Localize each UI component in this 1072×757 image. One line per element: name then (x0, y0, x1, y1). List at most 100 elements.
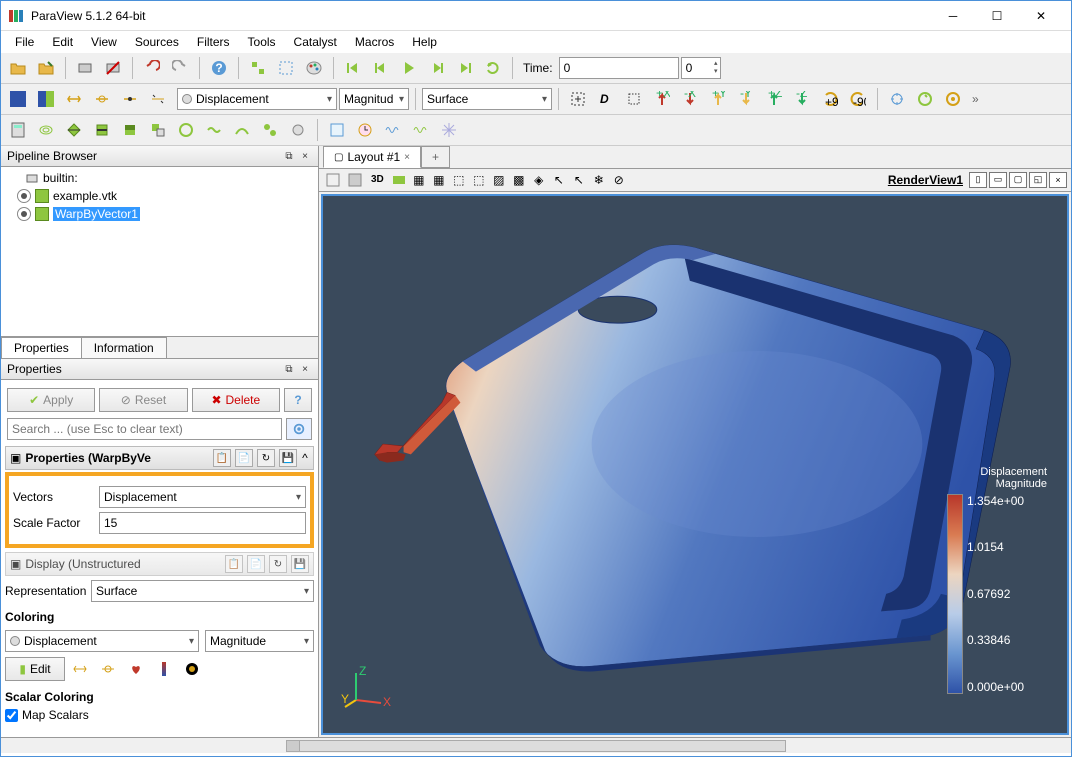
sel5-icon[interactable]: ▨ (490, 171, 508, 189)
menu-filters[interactable]: Filters (189, 33, 238, 51)
section-display[interactable]: ▣Display (Unstructured 📋📄↻💾 (5, 552, 314, 576)
section-properties[interactable]: ▣Properties (WarpByVe 📋 📄 ↻ 💾 ^ (5, 446, 314, 470)
zoom-data-icon[interactable]: D (593, 86, 619, 112)
split-h-icon[interactable]: ▯ (969, 172, 987, 188)
plus-z-icon[interactable]: +Z (761, 86, 787, 112)
glyph-icon[interactable] (173, 117, 199, 143)
advanced-gear-icon[interactable] (286, 418, 312, 440)
repr-combo[interactable]: Surface (91, 580, 314, 602)
play-icon[interactable] (396, 55, 422, 81)
plus-y-icon[interactable]: +Y (705, 86, 731, 112)
tree-item-example[interactable]: example.vtk (3, 187, 316, 205)
map-scalars-checkbox[interactable]: Map Scalars (5, 708, 314, 722)
show-center-icon[interactable] (940, 86, 966, 112)
delete-button[interactable]: ✖Delete (192, 388, 280, 412)
rescale-custom-icon[interactable] (89, 86, 115, 112)
dock-icon[interactable]: ⧉ (282, 149, 296, 163)
representation-combo[interactable]: Surface (422, 88, 552, 110)
menu-help[interactable]: Help (404, 33, 445, 51)
color-field-combo[interactable]: Displacement (5, 630, 199, 652)
sel11-icon[interactable]: ⊘ (610, 171, 628, 189)
reload-icon[interactable]: ↻ (257, 449, 275, 467)
color-by-icon[interactable] (33, 86, 59, 112)
menu-sources[interactable]: Sources (127, 33, 187, 51)
prev-frame-icon[interactable] (368, 55, 394, 81)
reset-center-icon[interactable] (912, 86, 938, 112)
maximize-view-icon[interactable]: ▢ (1009, 172, 1027, 188)
sel6-icon[interactable]: ▩ (510, 171, 528, 189)
copy-icon[interactable]: 📋 (213, 449, 231, 467)
help-button[interactable]: ? (284, 388, 312, 412)
tree-item-warp[interactable]: WarpByVector1 (3, 205, 316, 223)
sel4-icon[interactable]: ⬚ (470, 171, 488, 189)
minimize-button[interactable]: ─ (931, 2, 975, 30)
restore-view-icon[interactable]: ◱ (1029, 172, 1047, 188)
layout-tab[interactable]: ▢ Layout #1 × (323, 146, 421, 168)
calculator-icon[interactable] (5, 117, 31, 143)
view-time-icon[interactable] (352, 117, 378, 143)
rotate-m90-icon[interactable]: -90 (845, 86, 871, 112)
view-btn-1[interactable] (323, 171, 343, 189)
save-icon[interactable] (33, 55, 59, 81)
zoom-box-icon[interactable] (621, 86, 647, 112)
link-camera-icon[interactable] (245, 55, 271, 81)
close-panel-icon[interactable]: × (298, 362, 312, 376)
sel2-icon[interactable]: ▦ (430, 171, 448, 189)
reset-camera-icon[interactable] (565, 86, 591, 112)
close-tab-icon[interactable]: × (404, 152, 410, 163)
time-index-spinner[interactable]: 0 (681, 57, 721, 79)
connect-icon[interactable] (72, 55, 98, 81)
sel9-icon[interactable]: ↖ (570, 171, 588, 189)
warp-icon[interactable] (229, 117, 255, 143)
visibility-icon[interactable] (17, 207, 31, 221)
add-tab-button[interactable]: + (421, 146, 450, 168)
pipeline-tree[interactable]: builtin: example.vtk WarpByVector1 (1, 167, 318, 337)
view-color-icon[interactable] (324, 117, 350, 143)
separate-colormap-icon[interactable] (179, 656, 205, 682)
redo-icon[interactable] (167, 55, 193, 81)
snowflake-icon[interactable] (436, 117, 462, 143)
select-icon[interactable] (273, 55, 299, 81)
colormap-heart-icon[interactable] (123, 656, 149, 682)
scale-input[interactable] (99, 512, 306, 534)
open-icon[interactable] (5, 55, 31, 81)
save-icon[interactable]: 💾 (279, 449, 297, 467)
close-view-icon[interactable]: × (1049, 172, 1067, 188)
slice-icon[interactable] (89, 117, 115, 143)
menu-edit[interactable]: Edit (44, 33, 81, 51)
menu-catalyst[interactable]: Catalyst (286, 33, 345, 51)
sel8-icon[interactable]: ↖ (550, 171, 568, 189)
clip-icon[interactable] (61, 117, 87, 143)
close-button[interactable]: ✕ (1019, 2, 1063, 30)
stream-icon[interactable] (201, 117, 227, 143)
rotate-p90-icon[interactable]: +90 (817, 86, 843, 112)
paste-icon[interactable]: 📄 (235, 449, 253, 467)
apply-button[interactable]: ✔Apply (7, 388, 95, 412)
maximize-button[interactable]: ☐ (975, 2, 1019, 30)
loop-icon[interactable] (480, 55, 506, 81)
rescale-custom2-icon[interactable] (95, 656, 121, 682)
render-view[interactable]: X Y Z Displacement Magnitude 1.354e+00 1… (321, 194, 1069, 735)
last-frame-icon[interactable] (452, 55, 478, 81)
menu-view[interactable]: View (83, 33, 125, 51)
sel1-icon[interactable]: ▦ (410, 171, 428, 189)
rescale-icon[interactable] (67, 656, 93, 682)
menu-file[interactable]: File (7, 33, 42, 51)
reset-button[interactable]: ⊘Reset (99, 388, 187, 412)
close-panel-icon[interactable]: × (298, 149, 312, 163)
menu-tools[interactable]: Tools (240, 33, 284, 51)
view-btn-2[interactable] (345, 171, 365, 189)
first-frame-icon[interactable] (340, 55, 366, 81)
tab-properties[interactable]: Properties (1, 337, 82, 358)
minus-z-icon[interactable]: -Z (789, 86, 815, 112)
vectors-combo[interactable]: Displacement (99, 486, 306, 508)
camera-icon[interactable] (390, 171, 408, 189)
color-legend[interactable]: Displacement Magnitude 1.354e+00 1.0154 … (947, 466, 1047, 694)
extract-icon[interactable] (145, 117, 171, 143)
help-icon[interactable]: ? (206, 55, 232, 81)
search-input[interactable] (7, 418, 282, 440)
view-wave-icon[interactable] (380, 117, 406, 143)
disconnect-icon[interactable] (100, 55, 126, 81)
scrollbar[interactable] (286, 740, 786, 752)
minus-y-icon[interactable]: -Y (733, 86, 759, 112)
